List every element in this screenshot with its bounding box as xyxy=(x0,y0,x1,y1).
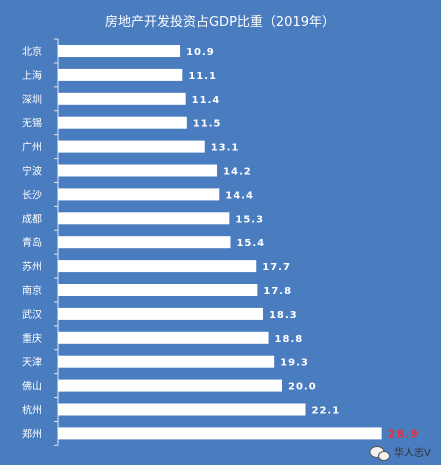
bar xyxy=(58,307,263,320)
value-label: 28.9 xyxy=(388,427,419,440)
category-label: 郑州 xyxy=(22,427,42,440)
watermark: 华人志V xyxy=(369,446,431,461)
category-label: 北京 xyxy=(22,45,42,58)
value-label: 15.3 xyxy=(235,214,264,225)
bar xyxy=(58,260,257,273)
value-label: 19.3 xyxy=(280,358,309,369)
bar xyxy=(58,379,282,392)
category-label: 南京 xyxy=(22,284,42,297)
value-label: 17.8 xyxy=(263,286,292,297)
value-label: 17.7 xyxy=(262,262,291,273)
category-label: 宁波 xyxy=(22,165,42,178)
value-label: 18.3 xyxy=(269,310,298,321)
value-label: 11.5 xyxy=(193,119,222,130)
bar xyxy=(58,403,306,416)
value-label: 20.0 xyxy=(288,382,317,393)
bar xyxy=(58,355,275,368)
category-label: 苏州 xyxy=(22,260,42,273)
value-label: 15.4 xyxy=(236,238,265,249)
bar xyxy=(58,188,220,201)
bar xyxy=(58,45,181,57)
bar xyxy=(58,284,258,296)
category-label: 天津 xyxy=(22,357,42,369)
value-label: 13.1 xyxy=(211,143,240,154)
bar xyxy=(58,331,269,344)
value-label: 18.8 xyxy=(275,334,304,345)
value-label: 14.2 xyxy=(223,167,252,178)
value-label: 10.9 xyxy=(186,47,215,58)
category-label: 武汉 xyxy=(22,308,42,321)
category-label: 长沙 xyxy=(22,189,42,201)
value-label: 14.4 xyxy=(225,190,254,201)
watermark-text: 华人志V xyxy=(394,446,431,459)
category-label: 重庆 xyxy=(22,332,42,345)
bar xyxy=(58,236,231,249)
category-label: 杭州 xyxy=(22,404,42,417)
category-label: 上海 xyxy=(22,69,42,82)
bar xyxy=(58,140,205,153)
category-label: 深圳 xyxy=(22,94,42,106)
category-label: 广州 xyxy=(22,142,42,154)
bar xyxy=(58,116,187,129)
value-label: 11.4 xyxy=(192,95,221,106)
category-label: 无锡 xyxy=(22,117,42,130)
bar xyxy=(58,212,230,225)
wechat-icon xyxy=(369,446,390,461)
bar xyxy=(58,92,186,105)
category-label: 青岛 xyxy=(22,236,42,249)
value-label: 11.1 xyxy=(188,71,217,82)
bar xyxy=(58,427,382,440)
category-label: 成都 xyxy=(22,213,42,225)
chart-title: 房地产开发投资占GDP比重（2019年） xyxy=(105,14,335,30)
category-label: 佛山 xyxy=(22,380,42,393)
bar xyxy=(58,164,218,177)
bar xyxy=(58,68,183,81)
value-label: 22.1 xyxy=(312,406,341,417)
